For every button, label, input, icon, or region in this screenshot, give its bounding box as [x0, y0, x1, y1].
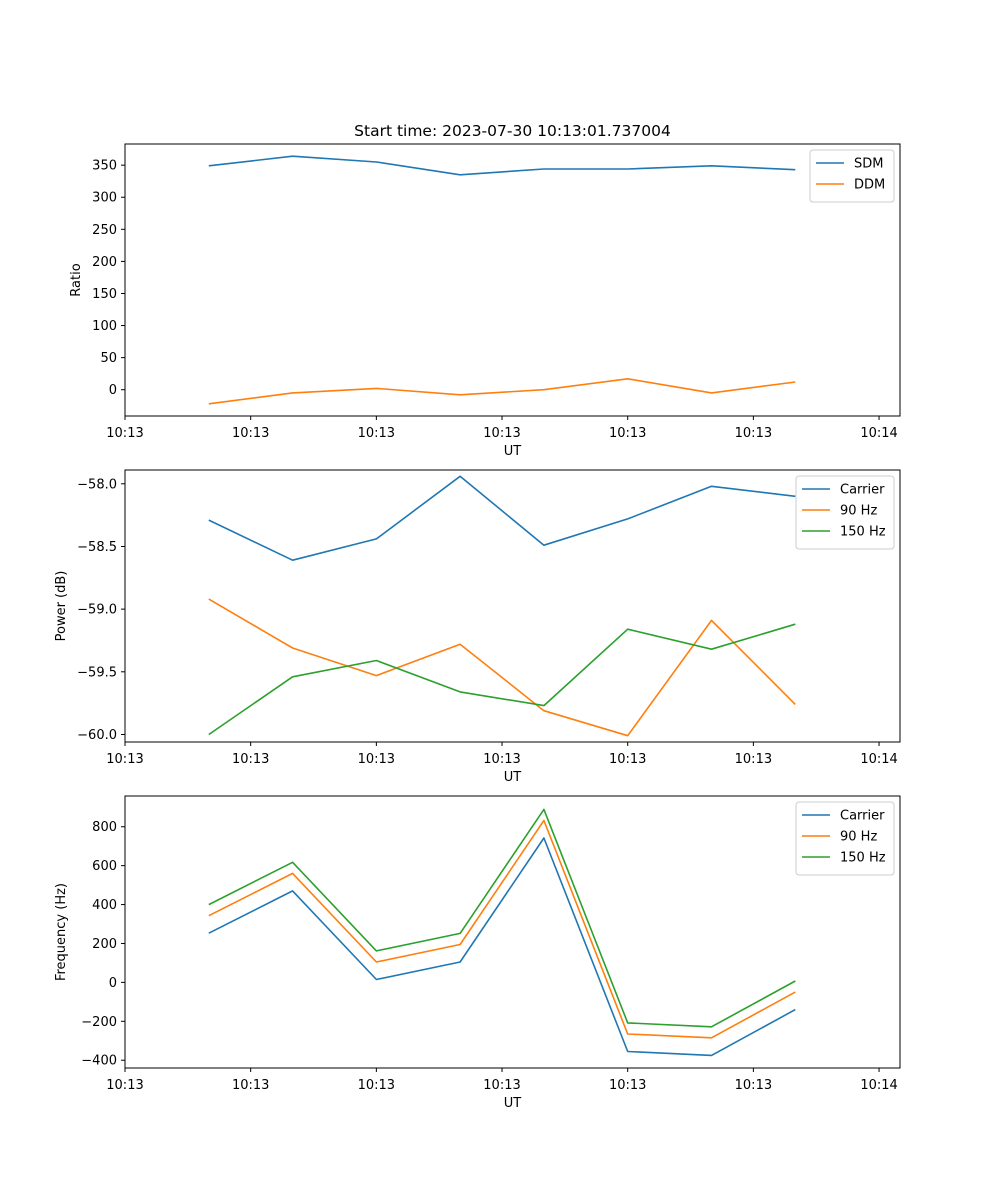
y-tick-label: 800	[92, 820, 117, 835]
x-tick-label: 10:13	[483, 426, 520, 441]
y-tick-label: 150	[92, 287, 117, 302]
legend-label: 150 Hz	[840, 525, 886, 540]
y-tick-label: −200	[81, 1015, 117, 1030]
y-tick-label: −58.5	[77, 540, 117, 555]
legend: SDM DDM	[809, 149, 895, 203]
series-line-sdm	[208, 155, 796, 176]
y-axis-label: Frequency (Hz)	[54, 883, 69, 981]
chart-panel-2: −60.0 −59.5 −59.0 −58.5 −58.0 10:13 10:13 10:13…	[54, 469, 901, 785]
y-tick-label: 400	[92, 898, 117, 913]
chart-panel-1: Start time: 2023-07-30 10:13:01.737004 0 5…	[69, 122, 901, 459]
y-tick-label: 100	[92, 319, 117, 334]
y-tick-label: 0	[109, 976, 117, 991]
y-tick-label: 300	[92, 191, 117, 206]
x-tick-label: 10:13	[609, 426, 646, 441]
x-tick-label: 10:13	[483, 1078, 520, 1093]
y-tick-label: −58.0	[77, 477, 117, 492]
series-line-150-hz	[208, 623, 796, 736]
y-tick-label: 600	[92, 859, 117, 874]
x-tick-label: 10:14	[860, 426, 897, 441]
series-line-carrier	[208, 475, 796, 562]
x-tick-label: 10:13	[735, 1078, 772, 1093]
y-tick-label: −400	[81, 1054, 117, 1069]
y-axis-label: Ratio	[69, 263, 84, 296]
series-line-90-hz	[208, 598, 796, 737]
x-axis-label: UT	[504, 770, 522, 785]
chart-panel-3: −400 −200 0 200 400 600 800 10:13 10:13 10:13 10:1…	[54, 795, 901, 1111]
x-axis-label: UT	[504, 444, 522, 459]
y-tick-label: 250	[92, 223, 117, 238]
x-tick-label: 10:14	[860, 752, 897, 767]
series-line-ddm	[208, 377, 796, 405]
legend-label: SDM	[854, 157, 883, 172]
series-line-150-hz	[208, 808, 796, 1028]
x-tick-label: 10:13	[735, 752, 772, 767]
legend-label: 150 Hz	[840, 851, 886, 866]
y-tick-label: 350	[92, 159, 117, 174]
y-axis-label: Power (dB)	[54, 571, 69, 642]
plot-frame	[124, 469, 901, 743]
y-tick-label: 200	[92, 937, 117, 952]
x-tick-label: 10:13	[232, 426, 269, 441]
legend-label: DDM	[854, 178, 885, 193]
x-tick-label: 10:13	[106, 1078, 143, 1093]
series-line-90-hz	[208, 819, 796, 1039]
y-tick-label: 50	[100, 351, 117, 366]
x-tick-label: 10:14	[860, 1078, 897, 1093]
x-tick-label: 10:13	[106, 426, 143, 441]
x-tick-label: 10:13	[358, 426, 395, 441]
x-tick-label: 10:13	[609, 1078, 646, 1093]
legend-label: Carrier	[840, 809, 885, 824]
y-tick-label: 200	[92, 255, 117, 270]
y-tick-label: −60.0	[77, 728, 117, 743]
series-line-carrier	[208, 837, 796, 1057]
x-tick-label: 10:13	[735, 426, 772, 441]
legend-label: Carrier	[840, 483, 885, 498]
chart-title: Start time: 2023-07-30 10:13:01.737004	[354, 122, 671, 140]
y-tick-label: −59.5	[77, 665, 117, 680]
y-tick-label: −59.0	[77, 603, 117, 618]
x-tick-label: 10:13	[232, 1078, 269, 1093]
x-axis-label: UT	[504, 1096, 522, 1111]
plot-frame	[124, 143, 901, 417]
legend-label: 90 Hz	[840, 504, 877, 519]
x-tick-label: 10:13	[358, 1078, 395, 1093]
x-tick-label: 10:13	[106, 752, 143, 767]
plot-frame	[124, 795, 901, 1069]
x-tick-label: 10:13	[609, 752, 646, 767]
x-tick-label: 10:13	[232, 752, 269, 767]
x-tick-label: 10:13	[483, 752, 520, 767]
legend: Carrier 90 Hz 150 Hz	[795, 475, 895, 550]
y-tick-label: 0	[109, 383, 117, 398]
x-tick-label: 10:13	[358, 752, 395, 767]
legend: Carrier 90 Hz 150 Hz	[795, 801, 895, 876]
legend-label: 90 Hz	[840, 830, 877, 845]
